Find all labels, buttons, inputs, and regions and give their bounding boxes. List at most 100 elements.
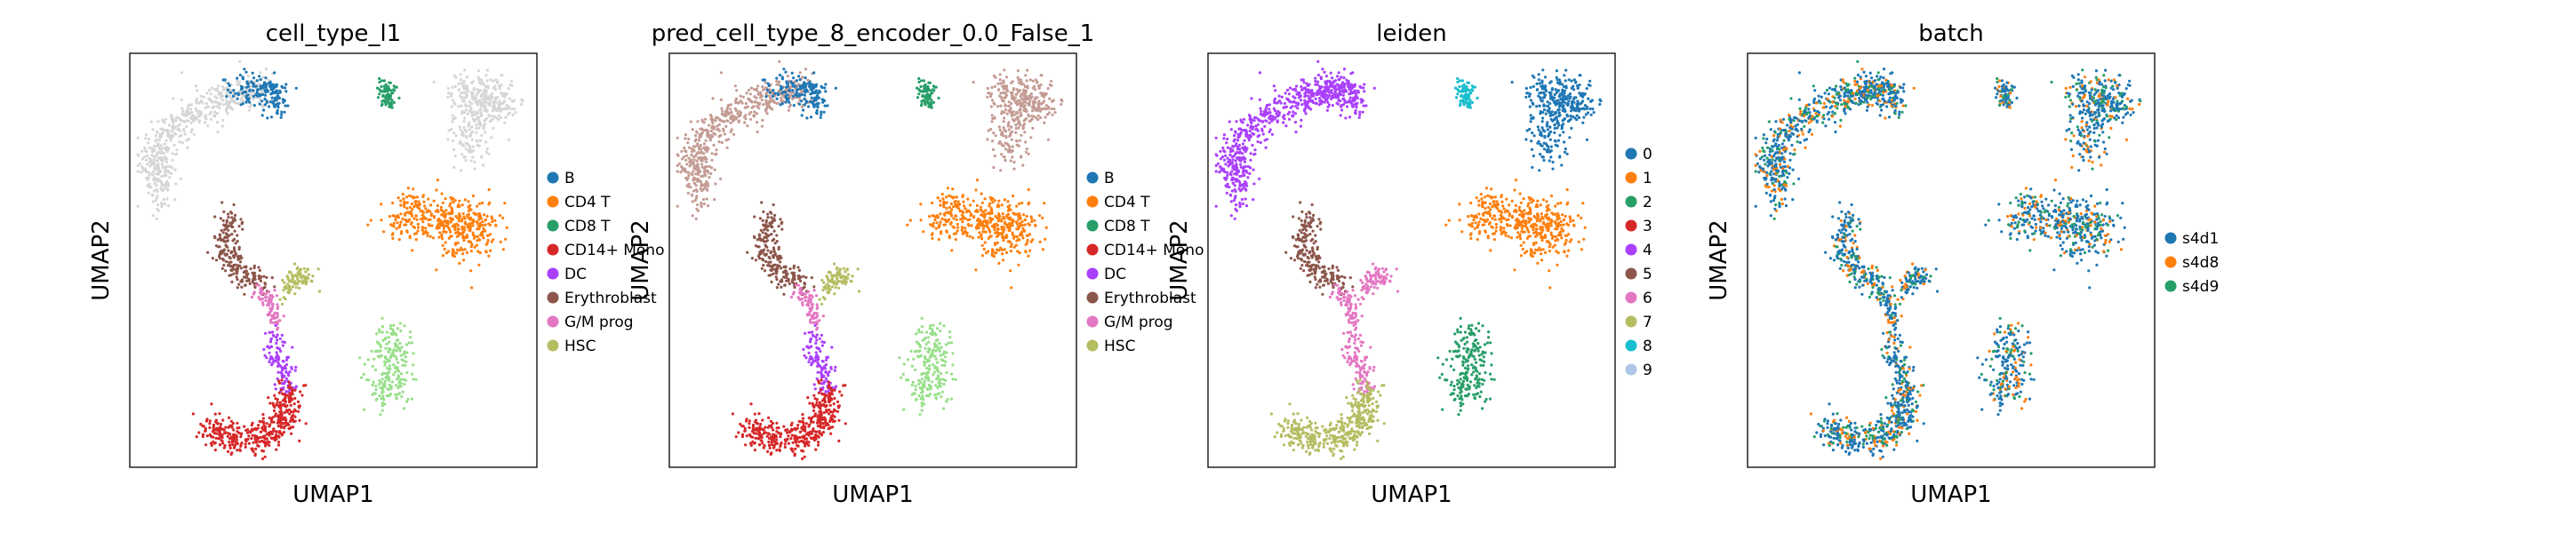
- scatter-point: [1016, 69, 1020, 73]
- scatter-point: [1015, 88, 1019, 91]
- scatter-point: [812, 285, 816, 289]
- scatter-point: [162, 156, 165, 160]
- scatter-point: [236, 79, 239, 84]
- scatter-point: [464, 220, 468, 224]
- scatter-point: [807, 360, 811, 363]
- scatter-point: [268, 306, 272, 310]
- scatter-point: [483, 93, 486, 97]
- scatter-point: [1008, 203, 1012, 207]
- scatter-point: [264, 85, 268, 89]
- chart-title: pred_cell_type_8_encoder_0.0_False_1: [652, 20, 1095, 47]
- scatter-point: [152, 189, 156, 193]
- scatter-point: [453, 227, 457, 232]
- scatter-point: [236, 91, 240, 95]
- scatter-point: [996, 227, 1000, 231]
- scatter-point: [485, 79, 489, 83]
- scatter-point: [1007, 128, 1011, 131]
- scatter-point: [1027, 152, 1030, 155]
- scatter-point: [791, 94, 796, 98]
- scatter-point: [1051, 99, 1054, 103]
- scatter-point: [136, 163, 140, 167]
- scatter-point: [375, 332, 379, 336]
- scatter-point: [280, 432, 284, 435]
- scatter-point: [810, 88, 813, 91]
- scatter-point: [263, 282, 267, 285]
- scatter-point: [399, 232, 403, 235]
- scatter-point: [933, 215, 937, 219]
- scatter-point: [230, 435, 234, 439]
- scatter-point: [395, 384, 398, 387]
- scatter-points: [136, 60, 524, 461]
- scatter-point: [466, 213, 469, 217]
- scatter-point: [165, 157, 169, 161]
- scatter-point: [234, 213, 237, 217]
- scatter-point: [964, 227, 967, 230]
- scatter-point: [497, 102, 500, 106]
- scatter-point: [391, 201, 395, 205]
- scatter-point: [416, 222, 420, 227]
- scatter-point: [276, 112, 279, 115]
- scatter-point: [300, 394, 304, 397]
- scatter-point: [961, 226, 964, 229]
- scatter-point: [1012, 88, 1015, 91]
- scatter-point: [277, 391, 281, 394]
- scatter-point: [1039, 74, 1043, 77]
- scatter-point: [155, 184, 158, 187]
- scatter-point: [906, 223, 909, 227]
- scatter-point: [952, 217, 956, 220]
- scatter-point: [244, 275, 248, 279]
- scatter-point: [827, 380, 830, 384]
- scatter-point: [248, 105, 252, 108]
- scatter-point: [213, 100, 217, 104]
- scatter-point: [1015, 220, 1019, 224]
- scatter-point: [394, 218, 397, 222]
- scatter-point: [270, 417, 274, 421]
- scatter-point: [163, 152, 166, 155]
- scatter-point: [221, 442, 225, 445]
- scatter-point: [748, 92, 753, 96]
- scatter-point: [945, 195, 948, 199]
- scatter-point: [471, 218, 475, 222]
- scatter-point: [1018, 139, 1021, 142]
- scatter-point: [484, 219, 487, 222]
- scatter-point: [973, 210, 978, 213]
- scatter-point: [275, 351, 278, 354]
- scatter-point: [696, 164, 700, 168]
- scatter-point: [160, 205, 164, 209]
- scatter-point: [1009, 108, 1012, 112]
- scatter-point: [767, 260, 771, 264]
- scatter-point: [287, 290, 292, 294]
- scatter-point: [304, 422, 308, 426]
- scatter-point: [244, 442, 247, 446]
- scatter-point: [1060, 99, 1064, 103]
- scatter-point: [396, 221, 399, 225]
- scatter-point: [814, 99, 818, 102]
- scatter-point: [155, 217, 158, 220]
- scatter-point: [814, 341, 818, 345]
- scatter-point: [208, 422, 212, 426]
- scatter-point: [264, 298, 268, 302]
- scatter-point: [477, 237, 481, 241]
- scatter-point: [680, 149, 684, 153]
- scatter-point: [508, 111, 512, 115]
- scatter-point: [384, 96, 388, 99]
- scatter-point: [272, 314, 276, 317]
- scatter-point: [276, 346, 280, 350]
- scatter-point: [385, 342, 388, 346]
- scatter-point: [452, 131, 456, 135]
- scatter-point: [820, 98, 824, 101]
- scatter-point: [818, 337, 821, 340]
- scatter-point: [232, 446, 236, 449]
- scatter-point: [775, 270, 779, 274]
- scatter-point: [805, 116, 809, 120]
- scatter-point: [764, 269, 767, 273]
- scatter-point: [161, 165, 164, 169]
- scatter-point: [812, 314, 815, 317]
- scatter-point: [404, 213, 407, 217]
- scatter-point: [471, 224, 475, 227]
- scatter-point: [760, 201, 764, 204]
- scatter-point: [241, 76, 244, 79]
- scatter-point: [708, 123, 711, 127]
- scatter-point: [211, 257, 214, 260]
- scatter-point: [412, 352, 415, 355]
